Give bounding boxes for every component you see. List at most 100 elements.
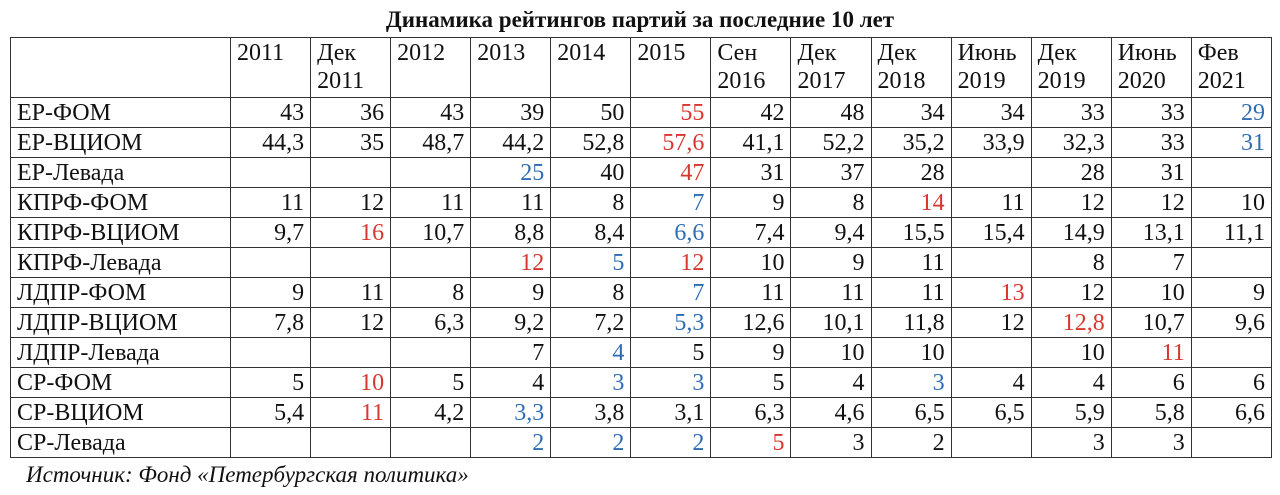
table-row: ЛДПР-Левада 7 4 5 9 10 10 10 11 — [10, 337, 1273, 368]
value-cell: 10 — [790, 337, 872, 368]
value-cell: 9 — [790, 247, 872, 278]
column-header: Дек 2017 — [790, 37, 872, 98]
value-cell: 5 — [390, 367, 472, 398]
value-cell: 55 — [630, 97, 712, 128]
value-cell: 6,6 — [1190, 397, 1273, 428]
column-header: 2014 — [550, 37, 632, 98]
source-note: Источник: Фонд «Петербургская политика» — [26, 462, 469, 487]
value-cell: 11,8 — [870, 307, 952, 338]
value-cell: 11 — [310, 397, 392, 428]
value-cell: 35,2 — [870, 127, 952, 158]
value-cell: 41,1 — [710, 127, 792, 158]
value-cell: 16 — [310, 217, 392, 248]
value-cell: 57,6 — [630, 127, 712, 158]
value-cell: 34 — [870, 97, 952, 128]
value-cell: 33 — [1030, 97, 1112, 128]
value-cell: 9 — [710, 187, 792, 218]
value-cell: 35 — [310, 127, 392, 158]
value-cell: 10 — [870, 337, 952, 368]
value-cell: 43 — [390, 97, 472, 128]
value-cell: 2 — [470, 427, 552, 458]
table-row: ЕР-Левада 25 40 47 31 37 28 28 31 — [10, 157, 1273, 188]
value-cell: 31 — [1190, 127, 1273, 158]
value-cell: 10 — [1030, 337, 1112, 368]
value-cell: 4,2 — [390, 397, 472, 428]
value-cell: 5,4 — [229, 397, 312, 428]
value-cell: 9,6 — [1190, 307, 1273, 338]
value-cell: 42 — [710, 97, 792, 128]
value-cell: 14 — [870, 187, 952, 218]
row-label: ЛДПР-Левада — [10, 337, 231, 368]
column-header: Фев 2021 — [1190, 37, 1273, 98]
title: Динамика рейтингов партий за последние 1… — [385, 7, 895, 32]
value-cell: 6,5 — [950, 397, 1032, 428]
value-cell: 12,6 — [710, 307, 792, 338]
value-cell: 7,2 — [550, 307, 632, 338]
value-cell: 11 — [710, 277, 792, 308]
column-header: Дек 2019 — [1030, 37, 1112, 98]
value-cell: 6,6 — [630, 217, 712, 248]
value-cell: 33 — [1110, 127, 1192, 158]
value-cell: 52,2 — [790, 127, 872, 158]
value-cell: 44,2 — [470, 127, 552, 158]
value-cell: 4 — [470, 367, 552, 398]
value-cell: 11 — [870, 247, 952, 278]
value-cell: 9 — [229, 277, 312, 308]
value-cell: 9,4 — [790, 217, 872, 248]
column-header: Июнь 2020 — [1110, 37, 1192, 98]
value-cell: 9 — [470, 277, 552, 308]
value-cell: 9,2 — [470, 307, 552, 338]
table-row: ЛДПР-ВЦИОМ 7,8 12 6,3 9,2 7,2 5,3 12,6 10,1 11,8 1… — [10, 307, 1273, 338]
value-cell: 12 — [630, 247, 712, 278]
value-cell: 11 — [1110, 337, 1192, 368]
empty-cell — [310, 247, 392, 278]
value-cell: 37 — [790, 157, 872, 188]
empty-cell — [950, 427, 1032, 458]
value-cell: 12 — [1030, 187, 1112, 218]
empty-cell — [1190, 337, 1273, 368]
value-cell: 32,3 — [1030, 127, 1112, 158]
value-cell: 8 — [550, 277, 632, 308]
value-cell: 12 — [310, 187, 392, 218]
value-cell: 25 — [470, 157, 552, 188]
value-cell: 31 — [710, 157, 792, 188]
empty-cell — [950, 247, 1032, 278]
empty-cell — [390, 247, 472, 278]
value-cell: 33,9 — [950, 127, 1032, 158]
column-header: Сен 2016 — [710, 37, 792, 98]
value-cell: 7,4 — [710, 217, 792, 248]
column-header: 2013 — [470, 37, 552, 98]
value-cell: 47 — [630, 157, 712, 188]
row-label: СР-ФОМ — [10, 367, 231, 398]
value-cell: 4,6 — [790, 397, 872, 428]
value-cell: 8,8 — [470, 217, 552, 248]
value-cell: 6,3 — [710, 397, 792, 428]
empty-cell — [229, 337, 312, 368]
value-cell: 11 — [390, 187, 472, 218]
value-cell: 28 — [870, 157, 952, 188]
value-cell: 10,7 — [1110, 307, 1192, 338]
value-cell: 8,4 — [550, 217, 632, 248]
value-cell: 4 — [550, 337, 632, 368]
table-row: ЛДПР-ФОМ 9 11 8 9 8 7 11 11 11 13 12 10 9 — [10, 277, 1273, 308]
value-cell: 14,9 — [1030, 217, 1112, 248]
value-cell: 5 — [710, 367, 792, 398]
empty-cell — [310, 157, 392, 188]
value-cell: 3,3 — [470, 397, 552, 428]
empty-cell — [229, 157, 312, 188]
empty-cell — [950, 157, 1032, 188]
table-body: ЕР-ФОМ 43 36 43 39 50 55 42 48 34 34 33 33 29 ЕР-ВЦИОМ… — [10, 97, 1273, 458]
row-label: КПРФ-Левада — [10, 247, 231, 278]
value-cell: 39 — [470, 97, 552, 128]
header-row: 2011 Дек 2011 2012 2013 2014 2015 Сен 2016 Дек … — [10, 37, 1273, 98]
empty-cell — [390, 427, 472, 458]
value-cell: 3 — [550, 367, 632, 398]
column-header: 2012 — [390, 37, 472, 98]
value-cell: 11 — [790, 277, 872, 308]
value-cell: 7,8 — [229, 307, 312, 338]
value-cell: 5 — [630, 337, 712, 368]
value-cell: 43 — [229, 97, 312, 128]
table-row: ЕР-ВЦИОМ 44,3 35 48,7 44,2 52,8 57,6 41,1 52,2 35… — [10, 127, 1273, 158]
value-cell: 5 — [710, 427, 792, 458]
